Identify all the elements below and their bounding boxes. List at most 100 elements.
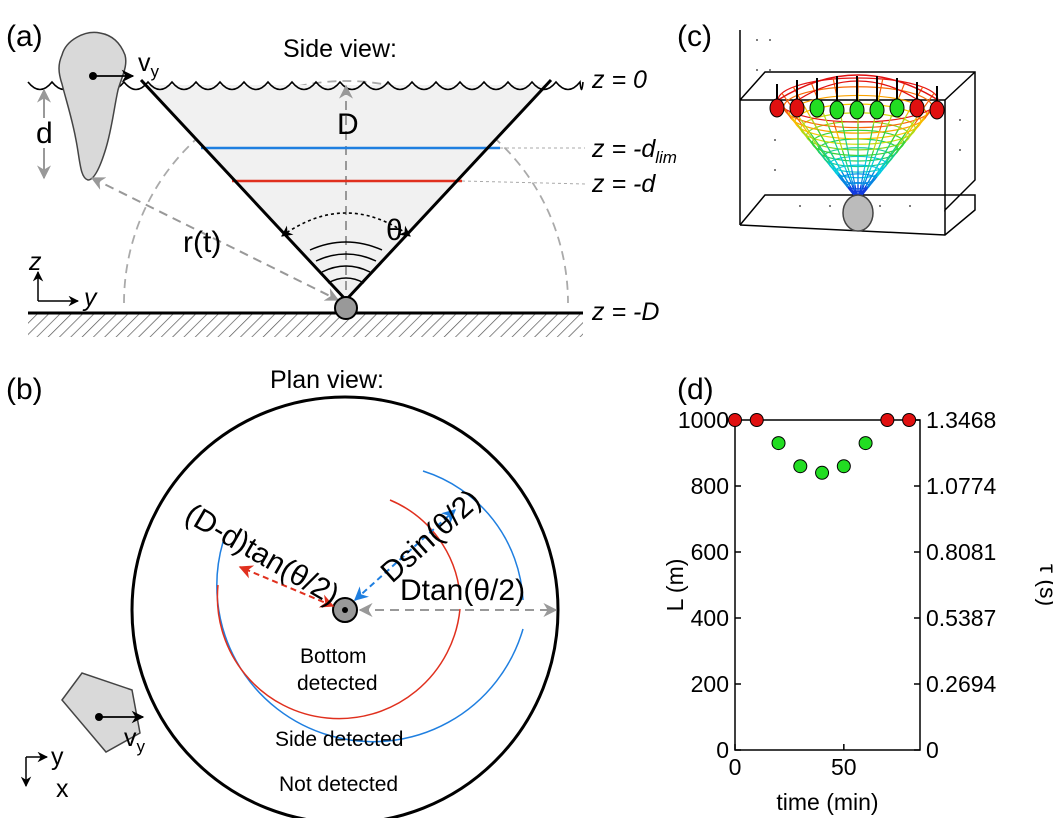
mesh-spoke — [822, 111, 830, 127]
mesh-spoke — [835, 130, 841, 141]
mesh-spoke — [848, 170, 853, 181]
mesh-spoke — [833, 140, 841, 157]
ping-arc-4 — [327, 277, 365, 284]
mesh-spoke — [839, 155, 847, 171]
zone-bottom-line2: detected — [297, 672, 378, 695]
mesh-spoke — [860, 169, 865, 186]
mesh-spoke — [886, 146, 897, 161]
mesh-spoke — [841, 124, 847, 140]
mesh-spoke — [817, 145, 827, 157]
depth-label: d — [36, 117, 53, 150]
side-view-title: Side view: — [283, 35, 397, 63]
panel-b-tag: (b) — [6, 373, 43, 406]
mesh-spoke — [886, 153, 897, 166]
mesh-spoke — [810, 81, 818, 98]
mesh-spoke — [872, 140, 878, 151]
mesh-spoke — [807, 137, 819, 151]
y-right-tick-label: 0 — [926, 737, 939, 763]
outer-circle — [130, 395, 560, 818]
mesh-spoke — [917, 112, 929, 126]
y-right-axis-label: τ (s) — [1035, 564, 1053, 606]
beam-angle-label: θ — [386, 214, 403, 247]
mesh-spoke — [879, 120, 884, 131]
mesh-spoke — [800, 119, 811, 134]
mesh-spoke — [832, 78, 837, 95]
mesh-spoke — [924, 92, 935, 107]
mesh-spoke — [889, 145, 899, 157]
range-arrow — [90, 177, 340, 301]
mesh-spoke — [808, 115, 819, 130]
mesh-spoke — [867, 172, 878, 187]
mesh-spoke — [845, 160, 850, 171]
data-point-1 — [771, 436, 786, 451]
plan-axis-x-label: x — [56, 775, 69, 803]
mesh-spoke — [851, 169, 856, 186]
mesh-spoke — [906, 123, 916, 136]
red-radius-arrow — [238, 565, 335, 608]
mesh-spoke — [905, 119, 916, 134]
mesh-spoke — [800, 123, 810, 136]
mesh-spoke — [845, 170, 853, 186]
mesh-spoke — [876, 159, 888, 174]
x-tick-label: 0 — [729, 754, 742, 780]
y-right-tick-label: 0.2694 — [926, 671, 997, 697]
mesh-spoke — [905, 129, 916, 143]
data-point-1 — [836, 459, 851, 474]
cone-right-edge — [344, 78, 553, 302]
mesh-spoke — [875, 140, 883, 157]
mesh-spoke — [869, 155, 877, 171]
mesh-spoke — [867, 176, 878, 189]
fish-school-icon — [58, 31, 127, 181]
mesh-spoke — [838, 172, 849, 187]
panel-c: (c) — [677, 20, 976, 236]
axis-y-label: y — [82, 284, 98, 312]
mesh-spoke — [863, 170, 868, 181]
mesh-spoke — [845, 139, 850, 155]
panel-b: (b) Plan view: (D-d)tan(θ/2) Dsin(θ/2) D… — [6, 366, 560, 818]
mesh-spoke — [828, 126, 836, 142]
x-axis-label: time (min) — [776, 789, 878, 815]
mesh-spoke — [895, 132, 907, 147]
data-point-1 — [858, 436, 873, 451]
y-tick-label: 600 — [691, 539, 729, 565]
box-grid-dots — [756, 39, 961, 207]
mesh-spoke — [809, 132, 821, 147]
mesh-spoke — [879, 78, 884, 95]
mesh-spoke — [898, 81, 906, 98]
mesh-spoke — [832, 120, 837, 131]
mesh-spoke — [841, 171, 851, 187]
y-axis-label: L (m) — [662, 559, 688, 612]
data-point-0 — [880, 413, 895, 427]
y-right-tick-label: 1.0774 — [926, 473, 997, 499]
outer-radius-label: Dtan(θ/2) — [400, 574, 525, 607]
data-point-0 — [902, 413, 917, 427]
seafloor-hatch — [28, 313, 583, 337]
y-tick-label: 200 — [691, 671, 729, 697]
mesh-markers — [769, 76, 945, 120]
level-label-bottom: z = -D — [591, 298, 659, 326]
mesh-spoke — [787, 112, 799, 126]
mesh-spoke — [881, 156, 891, 168]
mesh-spoke — [863, 170, 871, 186]
d-leader — [461, 180, 586, 185]
y-right-tick-label: 0.8081 — [926, 539, 996, 565]
zone-side-label: Side detected — [275, 728, 403, 751]
y-tick-label: 1000 — [678, 407, 729, 433]
plan-sonar-dot — [342, 607, 348, 613]
sonar-icon — [334, 296, 358, 320]
mesh-spoke — [817, 149, 829, 163]
plot-frame — [734, 419, 921, 751]
mesh-spoke — [797, 124, 809, 138]
mesh-spoke — [897, 137, 909, 151]
mesh-spoke — [895, 141, 907, 154]
velocity-label-b: vy — [124, 724, 146, 756]
cone-left-edge — [139, 78, 348, 302]
mesh-spoke — [781, 92, 792, 107]
ping-arc-3 — [321, 265, 371, 273]
mesh-spoke — [860, 180, 865, 191]
mesh-spoke — [828, 159, 840, 174]
mesh-spoke — [897, 115, 908, 130]
